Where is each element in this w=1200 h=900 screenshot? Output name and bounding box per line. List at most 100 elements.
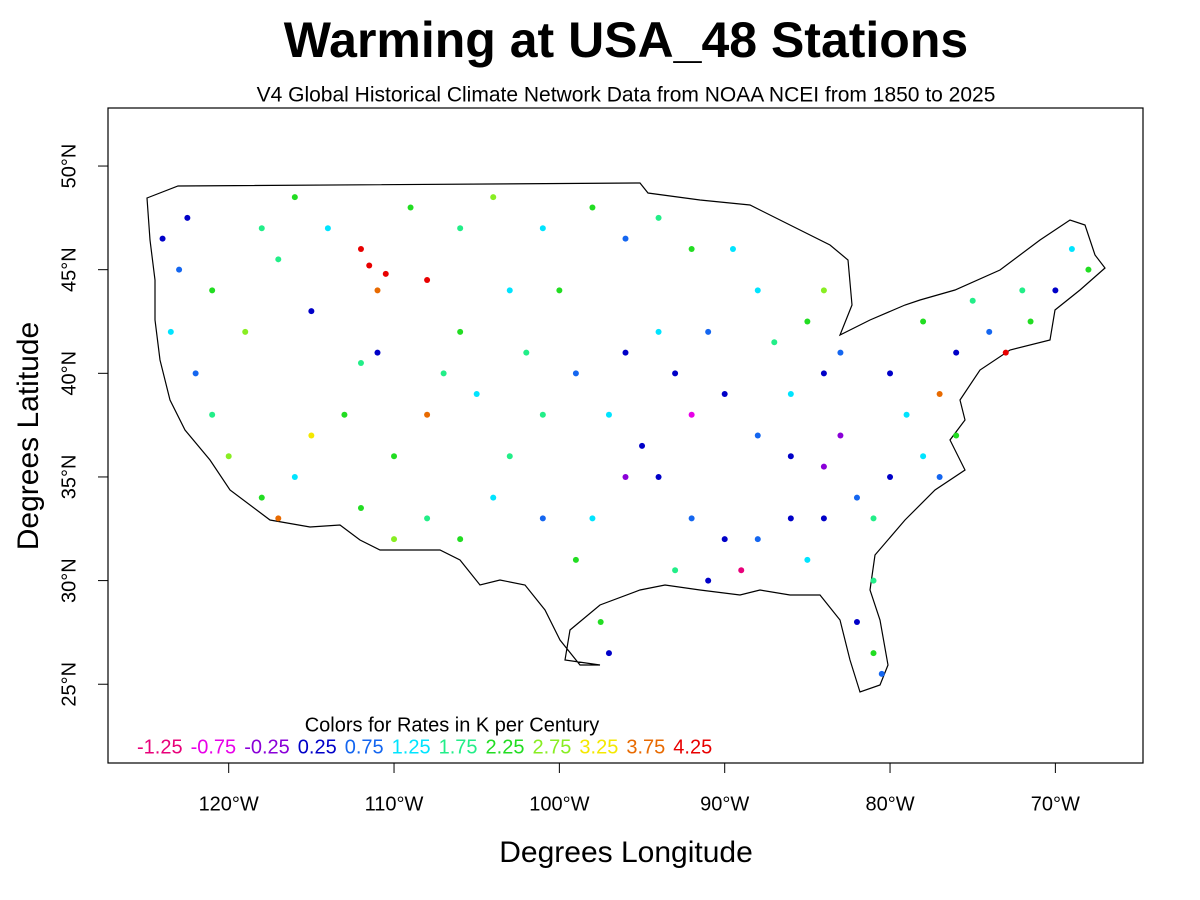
station-point (424, 515, 431, 522)
station-point (589, 515, 596, 522)
y-tick-label: 30°N (58, 558, 80, 603)
station-point (556, 287, 563, 294)
station-point (820, 463, 827, 470)
station-point (258, 494, 265, 501)
station-point (589, 204, 596, 211)
station-point (291, 473, 298, 480)
station-point (920, 453, 927, 460)
station-point (672, 370, 679, 377)
plot-frame (107, 107, 1144, 764)
station-point (440, 370, 447, 377)
station-point (258, 225, 265, 232)
station-point (953, 349, 960, 356)
station-point (688, 245, 695, 252)
station-point (242, 328, 249, 335)
legend-label: 2.75 (532, 736, 571, 758)
legend-label: -0.75 (191, 736, 237, 758)
station-point (655, 214, 662, 221)
station-point (1085, 266, 1092, 273)
station-point (490, 194, 497, 201)
legend-label: -0.25 (244, 736, 290, 758)
station-point (870, 650, 877, 657)
station-point (622, 473, 629, 480)
legend-label: 2.25 (486, 736, 525, 758)
station-point (705, 577, 712, 584)
y-tick-label: 25°N (58, 662, 80, 707)
station-point (1068, 245, 1075, 252)
legend-label: 0.25 (298, 736, 337, 758)
station-point (787, 391, 794, 398)
y-tick-label: 35°N (58, 455, 80, 500)
station-point (457, 225, 464, 232)
station-point (539, 411, 546, 418)
station-point (597, 619, 604, 626)
station-point (275, 515, 282, 522)
station-point (184, 214, 191, 221)
usa-outline (146, 182, 1106, 693)
x-axis-label: Degrees Longitude (499, 836, 753, 869)
station-point (572, 556, 579, 563)
station-point (622, 235, 629, 242)
station-point (903, 411, 910, 418)
station-point (572, 370, 579, 377)
station-point (374, 287, 381, 294)
station-point (539, 515, 546, 522)
station-point (539, 225, 546, 232)
station-point (382, 270, 389, 277)
station-point (936, 473, 943, 480)
station-point (357, 245, 364, 252)
station-point (870, 577, 877, 584)
legend-label: 3.75 (626, 736, 665, 758)
y-tick-label: 50°N (58, 144, 80, 189)
station-point (366, 262, 373, 269)
station-point (754, 432, 761, 439)
station-point (357, 505, 364, 512)
station-point (1002, 349, 1009, 356)
station-point (820, 370, 827, 377)
station-point (176, 266, 183, 273)
station-point (887, 370, 894, 377)
x-tick-label: 90°W (700, 793, 749, 815)
y-tick-label: 40°N (58, 351, 80, 396)
station-point (357, 359, 364, 366)
station-point (688, 411, 695, 418)
station-point (605, 650, 612, 657)
station-point (490, 494, 497, 501)
station-point (721, 391, 728, 398)
legend-title: Colors for Rates in K per Century (305, 714, 600, 736)
station-point (969, 297, 976, 304)
station-point (622, 349, 629, 356)
station-point (721, 536, 728, 543)
station-point (308, 432, 315, 439)
x-tick-label: 110°W (365, 793, 424, 815)
station-point (167, 328, 174, 335)
station-point (953, 432, 960, 439)
station-point (457, 536, 464, 543)
station-point (374, 349, 381, 356)
station-point (192, 370, 199, 377)
x-tick-label: 70°W (1031, 793, 1080, 815)
station-point (754, 287, 761, 294)
legend-label: 1.25 (392, 736, 431, 758)
station-point (688, 515, 695, 522)
station-point (853, 619, 860, 626)
legend-label: 4.25 (673, 736, 712, 758)
station-point (324, 225, 331, 232)
chart-subtitle: V4 Global Historical Climate Network Dat… (257, 84, 996, 107)
x-tick-label: 80°W (865, 793, 914, 815)
legend-label: 0.75 (345, 736, 384, 758)
station-point (986, 328, 993, 335)
station-point (837, 432, 844, 439)
station-point (804, 556, 811, 563)
station-point (159, 235, 166, 242)
station-point (605, 411, 612, 418)
station-point (672, 567, 679, 574)
y-tick-label: 45°N (58, 247, 80, 292)
x-tick-label: 100°W (529, 793, 589, 815)
station-point (853, 494, 860, 501)
station-point (870, 515, 877, 522)
legend-label: -1.25 (137, 736, 183, 758)
station-point (457, 328, 464, 335)
y-axis-label: Degrees Latitude (12, 322, 45, 551)
